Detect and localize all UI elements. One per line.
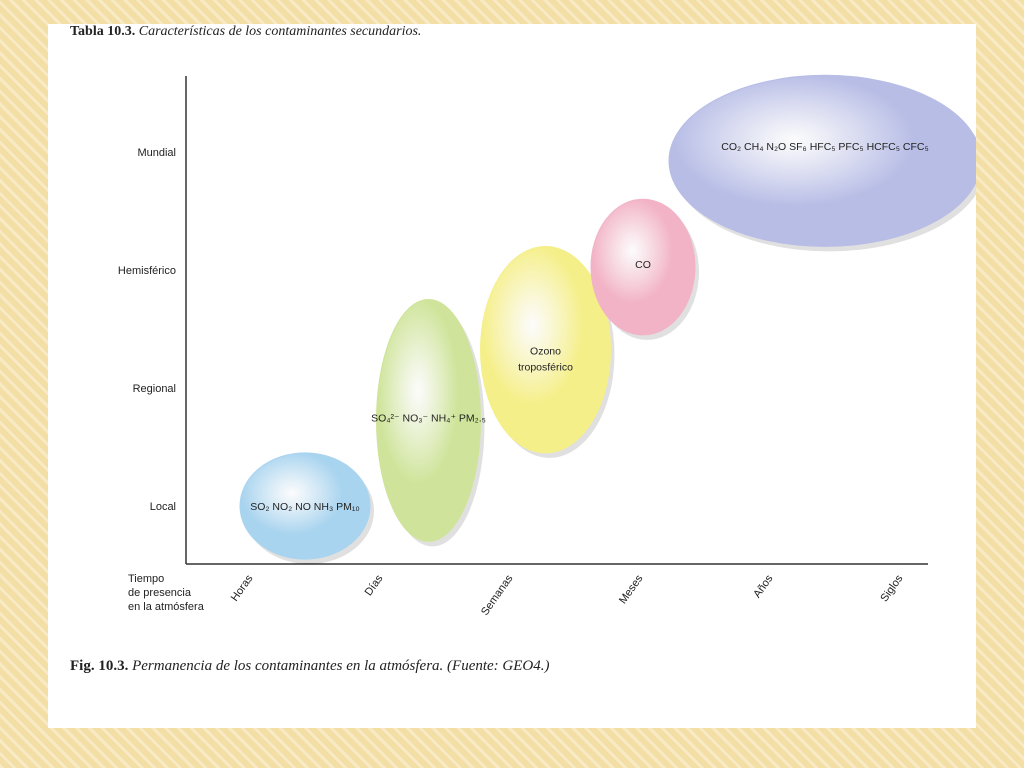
figure-caption: Fig. 10.3. Permanencia de los contaminan… — [70, 658, 550, 675]
bubble-label-regional: SO₄²⁻ NO₃⁻ NH₄⁺ PM₂.₅ — [371, 413, 486, 425]
slide-card: Tabla 10.3. Características de los conta… — [48, 24, 976, 728]
y-tick-label-0: Local — [150, 501, 176, 513]
bubble-label-local: SO₂ NO₂ NO NH₃ PM₁₀ — [250, 501, 360, 513]
figure-caption-text: Permanencia de los contaminantes en la a… — [132, 658, 550, 674]
figure-caption-label: Fig. 10.3. — [70, 658, 129, 674]
y-tick-label-2: Hemisférico — [118, 265, 176, 277]
bubble-local — [239, 452, 371, 560]
x-axis-title-line-1: Tiempo — [128, 573, 164, 585]
y-tick-label-3: Mundial — [137, 147, 176, 159]
table-caption-text: Características de los contaminantes sec… — [138, 24, 422, 39]
bubble-co — [590, 198, 696, 336]
bubble-label-mundial: CO₂ CH₄ N₂O SF₆ HFC₅ PFC₅ HCFC₅ CFC₅ — [721, 141, 928, 153]
x-axis-title-line-3: en la atmósfera — [128, 601, 205, 613]
y-tick-label-1: Regional — [133, 383, 176, 395]
bubble-chart: SO₂ NO₂ NO NH₃ PM₁₀ SO₄²⁻ NO₃⁻ NH₄⁺ PM₂.₅… — [118, 74, 976, 618]
bubbles-group: SO₂ NO₂ NO NH₃ PM₁₀ SO₄²⁻ NO₃⁻ NH₄⁺ PM₂.₅… — [239, 74, 976, 565]
x-tick-label-1: Días — [363, 572, 386, 598]
y-tick-labels: Local Regional Hemisférico Mundial — [118, 147, 176, 513]
bubble-label-co: CO — [635, 259, 651, 271]
bubble-regional — [376, 299, 481, 542]
x-tick-label-5: Siglos — [878, 572, 905, 604]
x-axis-title-line-2: de presencia — [128, 587, 192, 599]
bubble-ozono — [480, 245, 611, 454]
x-tick-label-0: Horas — [229, 572, 256, 603]
x-tick-label-4: Años — [751, 572, 775, 600]
x-tick-labels: Horas Días Semanas Meses Años Siglos — [229, 572, 906, 617]
table-caption: Tabla 10.3. Características de los conta… — [70, 24, 421, 40]
table-caption-label: Tabla 10.3. — [70, 24, 136, 39]
x-tick-label-3: Meses — [617, 572, 646, 606]
bubble-label-ozono-1: troposférico — [518, 362, 573, 374]
x-tick-label-2: Semanas — [479, 572, 516, 617]
bubble-label-ozono-0: Ozono — [530, 346, 561, 358]
bubble-mundial — [668, 74, 976, 247]
